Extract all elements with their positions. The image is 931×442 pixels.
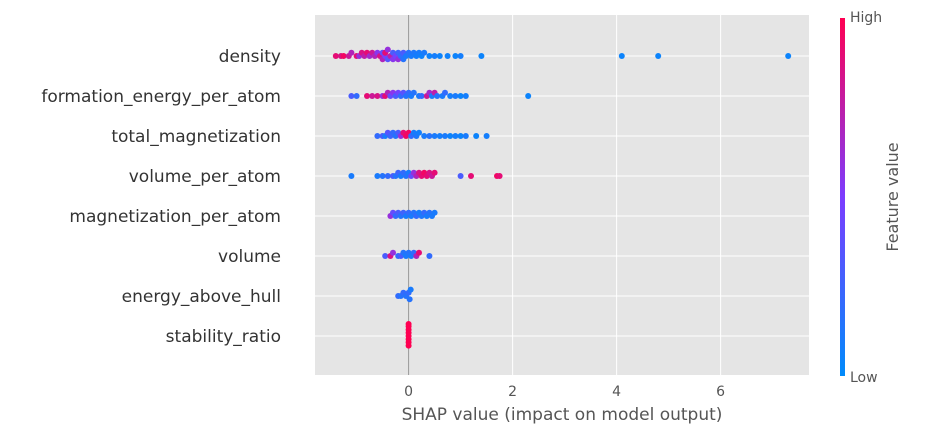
shap-point [421,133,428,139]
shap-point [407,286,414,293]
feature-label: magnetization_per_atom [69,207,281,227]
shap-point [462,93,469,99]
plot-area-background [315,15,809,375]
shap-point [369,93,376,99]
shap-point [442,133,448,139]
shap-point [785,53,792,59]
shap-point [406,296,413,303]
shap-point [457,173,464,179]
feature-label: energy_above_hull [122,287,281,307]
shap-point [447,93,454,99]
shap-point [483,133,490,139]
shap-point [473,133,480,139]
shap-point [426,53,433,59]
colorbar-high-label: High [850,10,882,26]
shap-point [457,53,464,59]
shap-point [340,53,347,59]
shap-point [405,342,412,349]
shap-point [444,53,451,59]
feature-label: stability_ratio [166,327,281,347]
shap-point [436,133,443,139]
shap-point [431,133,438,139]
shap-point [442,89,448,96]
shap-point [418,93,425,99]
shap-point [447,133,454,139]
shap-point [462,133,469,139]
shap-point [436,53,443,59]
x-tick-label: 2 [508,384,517,400]
colorbar-low-label: Low [850,370,878,386]
shap-point [434,93,441,99]
shap-point [384,46,391,53]
shap-point [426,133,433,139]
feature-label: formation_energy_per_atom [41,87,281,107]
shap-point [431,209,438,216]
shap-point [457,133,464,139]
shap-point [384,173,391,179]
shap-point [348,49,355,56]
feature-label: volume [218,247,281,267]
feature-label: total_magnetization [111,127,281,147]
x-tick-label: 6 [716,384,725,400]
shap-point [364,93,370,99]
shap-point [525,93,532,99]
shap-point [655,53,662,59]
shap-point [382,253,389,259]
shap-point [348,93,355,99]
shap-point [390,249,396,256]
shap-point [468,173,474,179]
shap-point [374,173,381,179]
shap-point [416,249,422,256]
shap-point [410,89,417,96]
data-points [332,46,792,349]
colorbar [840,18,845,376]
shap-point [421,49,428,56]
shap-point [426,253,433,259]
feature-labels: density formation_energy_per_atom total_ma… [41,47,281,347]
feature-label: volume_per_atom [129,167,281,187]
shap-point [457,93,464,99]
shap-point [431,169,438,176]
shap-point [353,93,360,99]
x-axis-label: SHAP value (impact on model output) [402,405,723,425]
shap-point [452,53,459,59]
shap-point [374,133,381,139]
shap-point [452,133,459,139]
shap-point [374,93,381,99]
shap-point [379,173,386,179]
feature-label: density [219,47,281,67]
shap-point [478,53,485,59]
x-tick-labels: 0 2 4 6 [404,384,725,400]
x-tick-label: 0 [404,384,413,400]
colorbar-title: Feature value [883,142,902,251]
shap-point [431,53,438,59]
shap-point [348,173,355,179]
shap-point [496,173,503,179]
shap-point [452,93,459,99]
shap-point [405,321,412,327]
x-tick-label: 4 [612,384,621,400]
shap-point [618,53,625,59]
shap-point [332,53,339,59]
shap-point [416,129,422,136]
